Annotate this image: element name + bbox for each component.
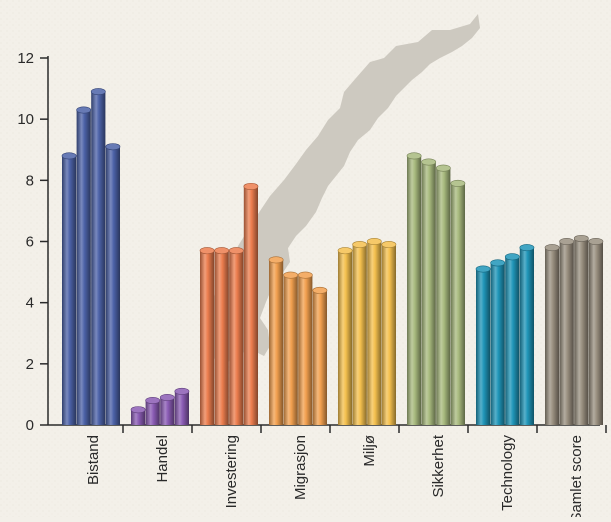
bar-cap [504,253,520,261]
bar [229,250,244,425]
bar [312,290,327,425]
bar-cap [90,88,106,96]
bar [200,250,215,425]
bar-cap [268,256,284,264]
bar-cap [283,271,299,279]
bar-cap [199,247,215,255]
bar [367,241,382,425]
y-tick-label: 10 [17,111,34,128]
bar [519,247,534,425]
bar [145,400,160,425]
bar-cap [228,247,244,255]
bar [381,244,396,425]
bar-cap [435,164,451,172]
bar-cap [105,143,121,151]
bar-cap [76,106,92,114]
bar-cap [214,247,230,255]
bar [105,146,120,426]
bar [214,250,229,425]
bar [450,183,465,425]
x-category-label: Handel [154,435,171,483]
bar-cap [145,397,161,405]
bar [490,262,505,425]
bar [62,155,77,425]
bar-cap [174,387,190,395]
bar [91,91,106,426]
y-tick-label: 12 [17,50,34,67]
bar [352,244,367,425]
bar [574,238,589,425]
bar [421,161,436,425]
x-category-label: Technology [499,435,516,511]
y-tick-label: 4 [26,295,34,312]
bar-cap [312,286,328,294]
bar [436,168,451,425]
bar-cap [366,238,382,246]
bar-cap [61,152,77,160]
bar-cap [588,238,604,246]
bar-cap [381,241,397,249]
bar [559,241,574,425]
bar-cap [297,271,313,279]
y-tick-label: 2 [26,356,34,373]
bar-cap [130,406,146,414]
bar [407,155,422,425]
bar-cap [490,259,506,267]
bar-cap [352,241,368,249]
bar-cap [421,158,437,166]
bar [269,259,284,425]
bar-cap [337,247,353,255]
x-category-label: Migrasjon [292,435,309,500]
bar [76,109,91,425]
y-tick-label: 0 [26,417,34,434]
bar-cap [559,238,575,246]
bar [298,275,313,425]
bar [505,256,520,425]
bar [588,241,603,425]
x-category-label: Samlet score [568,435,585,517]
x-category-label: Sikkerhet [430,434,447,497]
bar [338,250,353,425]
y-tick-label: 8 [26,172,34,189]
bar [545,247,560,425]
x-category-label: Investering [223,435,240,508]
x-category-label: Bistand [85,435,102,485]
bar-cap [450,179,466,187]
bar-cap [544,244,560,252]
bar [160,397,175,425]
bar [174,391,189,425]
bar [283,275,298,425]
bar [476,269,491,425]
bar-cap [406,152,422,160]
bar [131,409,146,425]
y-tick-label: 6 [26,234,34,251]
bar-cap [243,182,259,190]
x-category-label: Miljø [361,435,378,467]
bar-cap [573,234,589,242]
bar-cap [159,393,175,401]
bar [243,186,258,425]
bar-cap [519,244,535,252]
bar-cap [475,265,491,273]
